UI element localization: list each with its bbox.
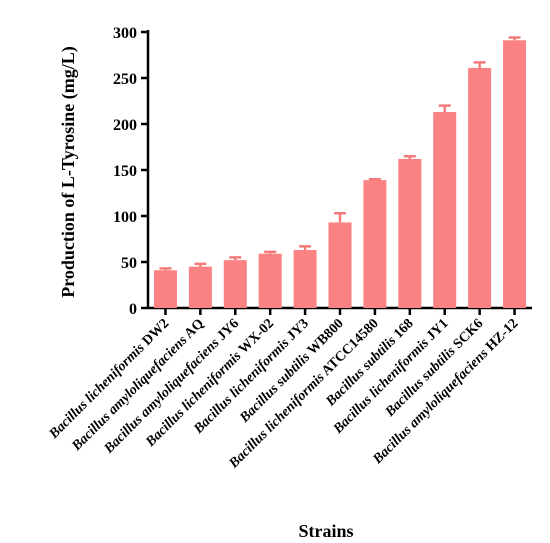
- x-tick-label-strain: HZ-12: [481, 316, 522, 357]
- y-tick-label: 50: [121, 255, 137, 272]
- y-tick-label: 200: [113, 117, 137, 134]
- bar: [223, 260, 247, 308]
- bar: [398, 158, 422, 308]
- bar: [468, 67, 492, 308]
- bar: [153, 270, 177, 308]
- y-tick-label: 250: [113, 71, 137, 88]
- x-tick-label: Bacillus amyloliquefaciens AQ: [69, 316, 207, 454]
- y-tick-label: 0: [129, 301, 137, 318]
- bar: [258, 253, 282, 308]
- bar: [363, 180, 387, 308]
- y-tick-label: 300: [113, 25, 137, 42]
- bar: [188, 266, 212, 308]
- bar: [293, 250, 317, 308]
- x-tick-label: Bacillus amyloliquefaciens JY6: [101, 316, 242, 457]
- bar: [503, 40, 527, 308]
- x-axis-title: Strains: [298, 521, 353, 541]
- y-tick-label: 100: [113, 209, 137, 226]
- bar: [433, 112, 457, 308]
- y-tick-label: 150: [113, 163, 137, 180]
- y-axis-title: Production of L-Tyrosine (mg/L): [58, 46, 79, 298]
- bar: [328, 222, 352, 308]
